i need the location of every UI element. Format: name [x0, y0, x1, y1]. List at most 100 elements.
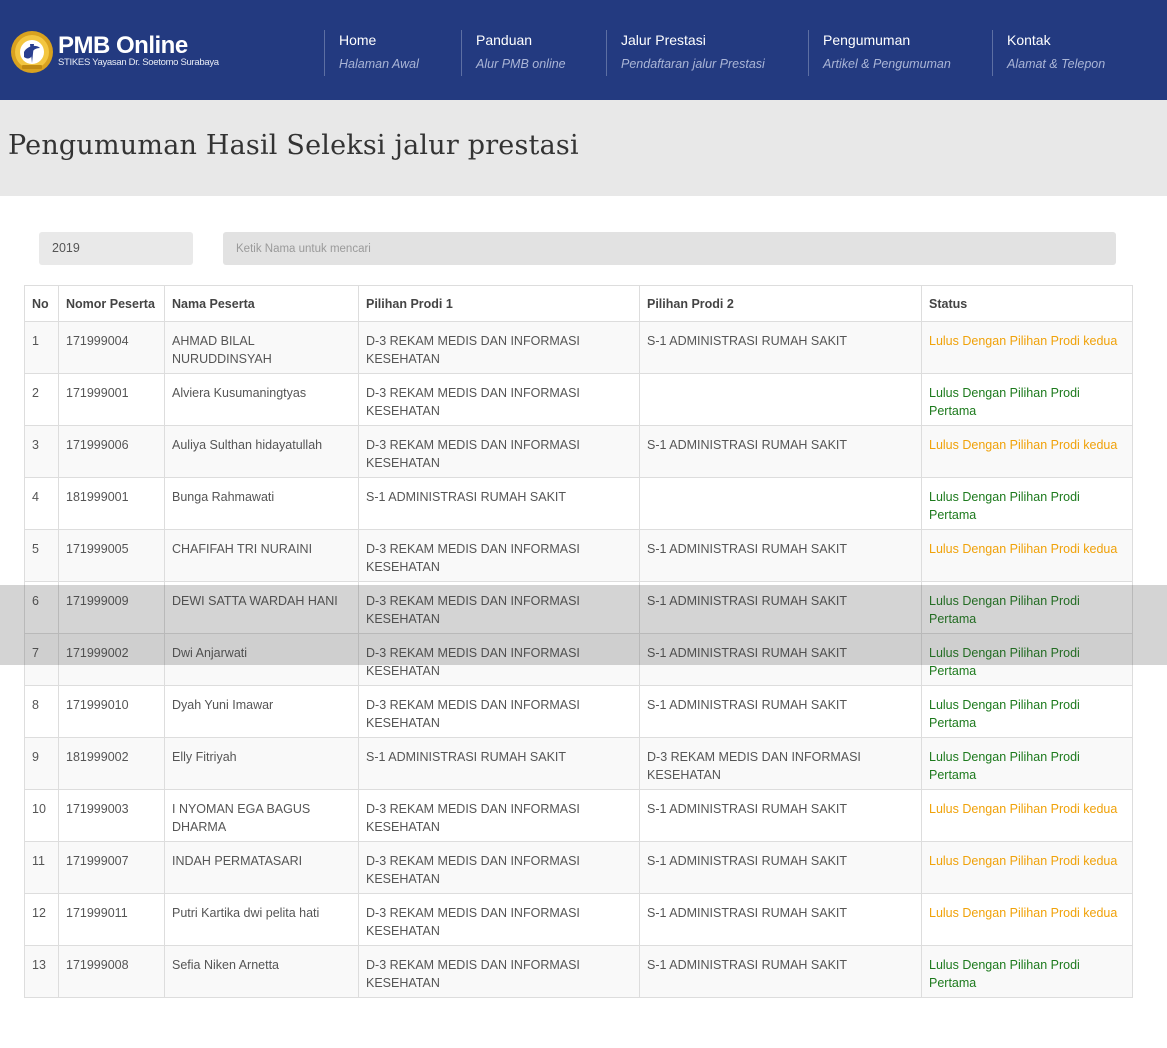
cell-nomor-peserta: 171999003 — [58, 789, 165, 842]
cell-pilihan-prodi-1: D-3 REKAM MEDIS DAN INFORMASI KESEHATAN — [358, 789, 640, 842]
cell-status: Lulus Dengan Pilihan Prodi Pertama — [921, 477, 1133, 530]
cell-status: Lulus Dengan Pilihan Prodi Pertama — [921, 633, 1133, 686]
cell-pilihan-prodi-1: D-3 REKAM MEDIS DAN INFORMASI KESEHATAN — [358, 893, 640, 946]
cell-nomor-peserta: 171999009 — [58, 581, 165, 634]
cell-no: 4 — [24, 477, 59, 530]
column-header-no[interactable]: No — [24, 285, 59, 322]
cell-pilihan-prodi-1: D-3 REKAM MEDIS DAN INFORMASI KESEHATAN — [358, 685, 640, 738]
cell-nomor-peserta: 181999001 — [58, 477, 165, 530]
cell-nomor-peserta: 171999007 — [58, 841, 165, 894]
cell-pilihan-prodi-1: D-3 REKAM MEDIS DAN INFORMASI KESEHATAN — [358, 321, 640, 374]
cell-nomor-peserta: 171999008 — [58, 945, 165, 998]
cell-status: Lulus Dengan Pilihan Prodi Pertama — [921, 737, 1133, 790]
cell-nomor-peserta: 171999005 — [58, 529, 165, 582]
nav-item-jalur-prestasi[interactable]: Jalur Prestasi Pendaftaran jalur Prestas… — [606, 30, 765, 76]
cell-status: Lulus Dengan Pilihan Prodi kedua — [921, 893, 1133, 946]
cell-status: Lulus Dengan Pilihan Prodi Pertama — [921, 373, 1133, 426]
cell-pilihan-prodi-2: S-1 ADMINISTRASI RUMAH SAKIT — [639, 685, 922, 738]
cell-pilihan-prodi-2: S-1 ADMINISTRASI RUMAH SAKIT — [639, 529, 922, 582]
cell-nama-peserta: Auliya Sulthan hidayatullah — [164, 425, 359, 478]
cell-no: 3 — [24, 425, 59, 478]
nav-item-subtitle: Pendaftaran jalur Prestasi — [621, 57, 765, 71]
nav-item-home[interactable]: Home Halaman Awal — [324, 30, 419, 76]
cell-pilihan-prodi-1: D-3 REKAM MEDIS DAN INFORMASI KESEHATAN — [358, 841, 640, 894]
cell-nomor-peserta: 171999011 — [58, 893, 165, 946]
column-header-status[interactable]: Status — [921, 285, 1133, 322]
table-row: 6 171999009 DEWI SATTA WARDAH HANI D-3 REKA… — [24, 581, 1133, 634]
table-row: 10 171999003 I NYOMAN EGA BAGUS DHARMA D-3 … — [24, 789, 1133, 842]
cell-status: Lulus Dengan Pilihan Prodi kedua — [921, 529, 1133, 582]
table-row: 3 171999006 Auliya Sulthan hidayatullah D-3… — [24, 425, 1133, 478]
table-row: 12 171999011 Putri Kartika dwi pelita hati… — [24, 893, 1133, 946]
cell-no: 9 — [24, 737, 59, 790]
cell-pilihan-prodi-2: S-1 ADMINISTRASI RUMAH SAKIT — [639, 321, 922, 374]
search-input[interactable] — [223, 232, 1116, 265]
cell-no: 13 — [24, 945, 59, 998]
cell-pilihan-prodi-2: D-3 REKAM MEDIS DAN INFORMASI KESEHATAN — [639, 737, 922, 790]
cell-no: 12 — [24, 893, 59, 946]
nav-item-panduan[interactable]: Panduan Alur PMB online — [461, 30, 566, 76]
column-header-pilihan-prodi-1[interactable]: Pilihan Prodi 1 — [358, 285, 640, 322]
nav-item-subtitle: Halaman Awal — [339, 57, 419, 71]
cell-status: Lulus Dengan Pilihan Prodi Pertama — [921, 945, 1133, 998]
nav-item-title: Panduan — [476, 32, 533, 48]
cell-no: 11 — [24, 841, 59, 894]
nav-item-title: Home — [339, 32, 377, 48]
cell-status: Lulus Dengan Pilihan Prodi Pertama — [921, 685, 1133, 738]
column-header-pilihan-prodi-2[interactable]: Pilihan Prodi 2 — [639, 285, 922, 322]
brand-title[interactable]: PMB Online — [58, 32, 188, 59]
top-navbar: PMB Online STIKES Yayasan Dr. Soetomo Su… — [0, 0, 1167, 100]
results-table: No Nomor Peserta Nama Peserta Pilihan Pr… — [24, 285, 1133, 998]
cell-no: 6 — [24, 581, 59, 634]
cell-no: 5 — [24, 529, 59, 582]
cell-nama-peserta: Sefia Niken Arnetta — [164, 945, 359, 998]
cell-pilihan-prodi-1: S-1 ADMINISTRASI RUMAH SAKIT — [358, 737, 640, 790]
cell-no: 8 — [24, 685, 59, 738]
year-select[interactable]: 2019 — [39, 232, 193, 265]
cell-nama-peserta: Dyah Yuni Imawar — [164, 685, 359, 738]
cell-no: 1 — [24, 321, 59, 374]
cell-pilihan-prodi-2: S-1 ADMINISTRASI RUMAH SAKIT — [639, 893, 922, 946]
cell-status: Lulus Dengan Pilihan Prodi kedua — [921, 425, 1133, 478]
cell-nama-peserta: INDAH PERMATASARI — [164, 841, 359, 894]
cell-nomor-peserta: 171999010 — [58, 685, 165, 738]
cell-pilihan-prodi-1: D-3 REKAM MEDIS DAN INFORMASI KESEHATAN — [358, 529, 640, 582]
cell-pilihan-prodi-2: S-1 ADMINISTRASI RUMAH SAKIT — [639, 945, 922, 998]
cell-nomor-peserta: 171999004 — [58, 321, 165, 374]
cell-nama-peserta: Putri Kartika dwi pelita hati — [164, 893, 359, 946]
table-row: 11 171999007 INDAH PERMATASARI D-3 REKAM ME… — [24, 841, 1133, 894]
cell-pilihan-prodi-1: D-3 REKAM MEDIS DAN INFORMASI KESEHATAN — [358, 425, 640, 478]
nav-item-title: Pengumuman — [823, 32, 911, 48]
cell-nama-peserta: Alviera Kusumaningtyas — [164, 373, 359, 426]
table-row: 1 171999004 AHMAD BILAL NURUDDINSYAH D-3 RE… — [24, 321, 1133, 374]
cell-pilihan-prodi-2: S-1 ADMINISTRASI RUMAH SAKIT — [639, 633, 922, 686]
cell-nama-peserta: DEWI SATTA WARDAH HANI — [164, 581, 359, 634]
table-row: 13 171999008 Sefia Niken Arnetta D-3 REKAM … — [24, 945, 1133, 998]
nav-item-subtitle: Alamat & Telepon — [1007, 57, 1106, 71]
cell-status: Lulus Dengan Pilihan Prodi kedua — [921, 841, 1133, 894]
cell-pilihan-prodi-1: D-3 REKAM MEDIS DAN INFORMASI KESEHATAN — [358, 633, 640, 686]
cell-nama-peserta: Dwi Anjarwati — [164, 633, 359, 686]
cell-nomor-peserta: 171999002 — [58, 633, 165, 686]
cell-pilihan-prodi-2 — [639, 477, 922, 530]
cell-no: 7 — [24, 633, 59, 686]
nav-item-pengumuman[interactable]: Pengumuman Artikel & Pengumuman — [808, 30, 951, 76]
cell-pilihan-prodi-1: S-1 ADMINISTRASI RUMAH SAKIT — [358, 477, 640, 530]
nav-item-title: Kontak — [1007, 32, 1051, 48]
nav-item-kontak[interactable]: Kontak Alamat & Telepon — [992, 30, 1105, 76]
cell-pilihan-prodi-2: S-1 ADMINISTRASI RUMAH SAKIT — [639, 425, 922, 478]
cell-nomor-peserta: 171999006 — [58, 425, 165, 478]
table-row: 7 171999002 Dwi Anjarwati D-3 REKAM MEDIS D… — [24, 633, 1133, 686]
column-header-nama-peserta[interactable]: Nama Peserta — [164, 285, 359, 322]
cell-nama-peserta: Bunga Rahmawati — [164, 477, 359, 530]
cell-pilihan-prodi-2: S-1 ADMINISTRASI RUMAH SAKIT — [639, 789, 922, 842]
stikes-logo-icon[interactable] — [10, 30, 54, 74]
nav-item-subtitle: Alur PMB online — [476, 57, 566, 71]
column-header-nomor-peserta[interactable]: Nomor Peserta — [58, 285, 165, 322]
cell-pilihan-prodi-2 — [639, 373, 922, 426]
cell-no: 10 — [24, 789, 59, 842]
page-header: Pengumuman Hasil Seleksi jalur prestasi — [0, 100, 1167, 196]
cell-nama-peserta: CHAFIFAH TRI NURAINI — [164, 529, 359, 582]
table-row: 5 171999005 CHAFIFAH TRI NURAINI D-3 REKAM … — [24, 529, 1133, 582]
table-row: 2 171999001 Alviera Kusumaningtyas D-3 REKA… — [24, 373, 1133, 426]
